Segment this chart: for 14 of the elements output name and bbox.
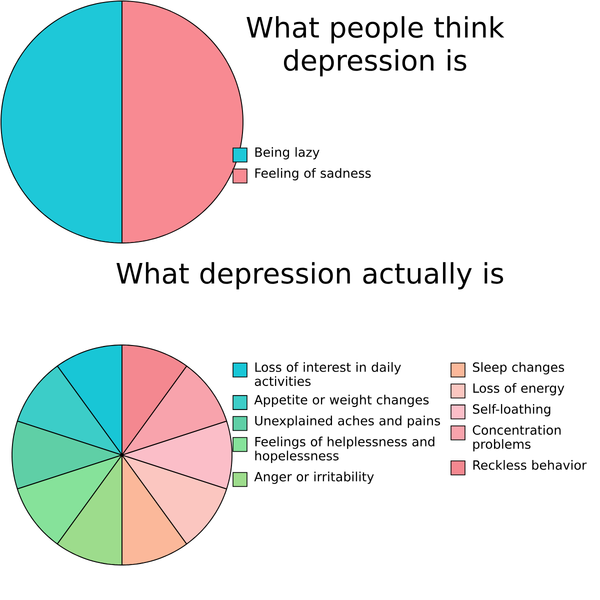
chart-title: What depression actually is — [116, 262, 504, 290]
legend-label: Being lazy — [255, 147, 320, 160]
legend-label: Loss of energy — [473, 383, 564, 396]
legend-label: Sleep changes — [472, 362, 564, 374]
legend-label: Loss of interest in daily activities — [254, 362, 401, 386]
legend-label: Appetite or weight changes — [254, 394, 429, 407]
text: What people think depression is — [246, 16, 504, 76]
legend-label: Feelings of helplessness and hopelessness — [255, 436, 434, 463]
legend-label: Feeling of sadness — [255, 168, 371, 180]
legend-label: Anger or irritability — [254, 472, 374, 484]
legend-label: Reckless behavior — [473, 460, 587, 470]
legend-label: Concentration problems — [472, 425, 561, 452]
legend-label: Unexplained aches and pains — [255, 416, 440, 428]
legend-label: Self-loathing — [472, 404, 550, 416]
